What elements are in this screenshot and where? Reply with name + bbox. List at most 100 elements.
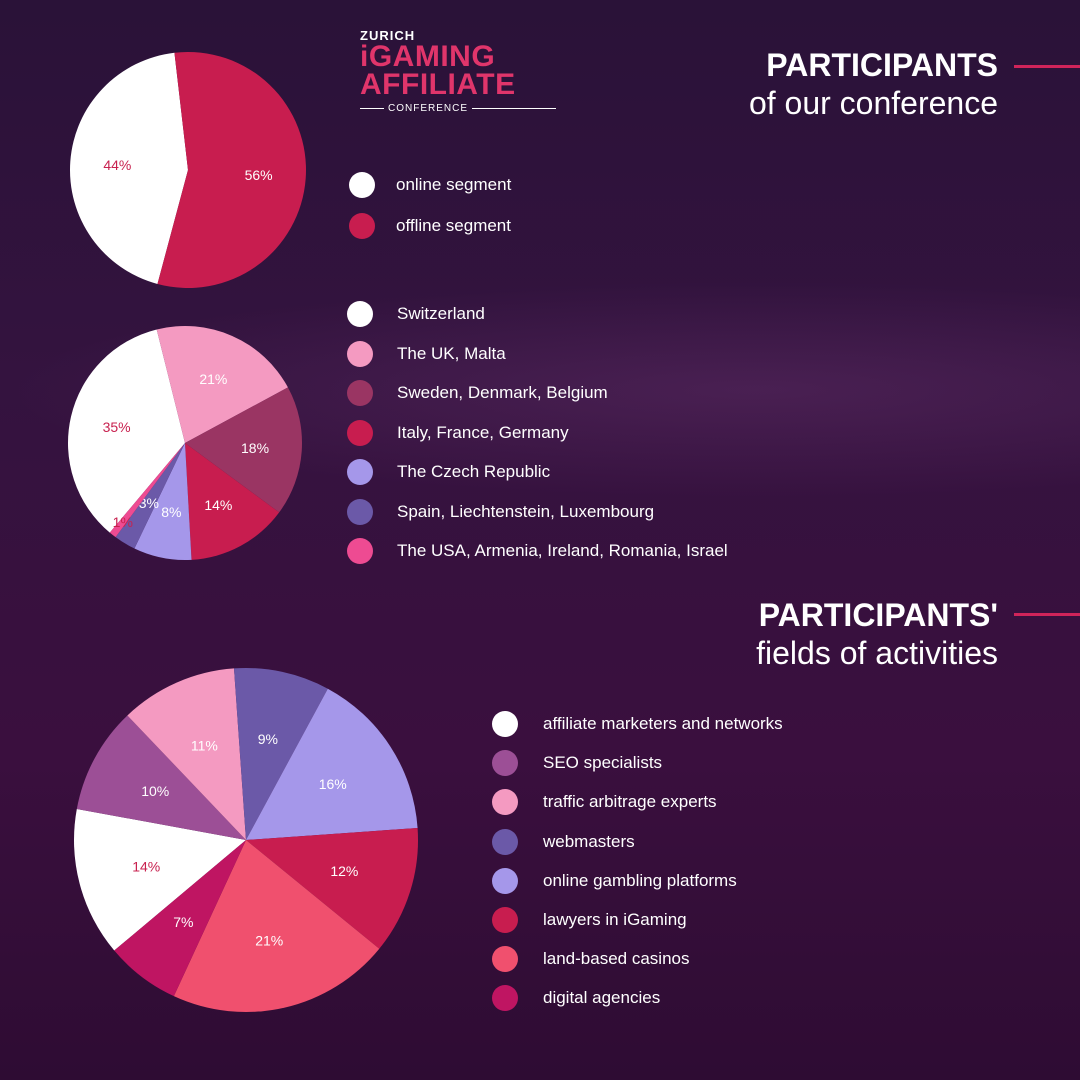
legend-item-seo-specialists: SEO specialists — [492, 750, 663, 777]
pie-slice-italy-france-germany — [185, 443, 280, 560]
legend-item-sweden-denmark-belgium: Sweden, Denmark, Belgium — [347, 380, 608, 406]
legend-swatch — [492, 789, 518, 816]
pie-label-online-segment: 44% — [103, 157, 131, 173]
pie-chart-segment: 44% 56% — [70, 52, 306, 288]
pie-slice-traffic-arbitrage-experts — [127, 668, 246, 840]
pie-slice-sweden-denmark-belgium — [185, 387, 302, 513]
legend-item-italy-france-germany: Italy, France, Germany — [347, 419, 569, 446]
pie-slice-spain-liechtenstein-luxembourg — [115, 443, 185, 549]
pie-label-webmasters: 9% — [258, 731, 278, 747]
logo-rule-right — [472, 108, 557, 109]
legend-label: online segment — [396, 175, 512, 194]
pie-slice-the-uk-malta — [156, 326, 288, 443]
legend-item-traffic-arbitrage-experts: traffic arbitrage experts — [492, 789, 717, 816]
pie-label-lawyers-in-igaming: 12% — [330, 863, 358, 879]
pie-label-spain-liechtenstein-luxembourg: 3% — [139, 495, 159, 511]
legend-item-the-uk-malta: The UK, Malta — [347, 340, 506, 367]
pie-label-land-based-casinos: 21% — [255, 933, 283, 949]
pie-slice-switzerland — [68, 329, 185, 533]
legend-label: land-based casinos — [543, 949, 690, 969]
pie-slice-land-based-casinos — [173, 840, 380, 1012]
pie-label-affiliate-marketers-and-networks: 14% — [132, 858, 160, 874]
pie-label-offline-segment: 56% — [245, 167, 273, 183]
legend-item-switzerland: Switzerland — [347, 301, 485, 327]
legend-item-webmasters: webmasters — [492, 828, 635, 855]
legend-label: traffic arbitrage experts — [543, 792, 717, 812]
legend-item-the-czech-republic: The Czech Republic — [347, 459, 550, 485]
heading-subtitle: fields of activities — [756, 635, 998, 671]
pie-slice-online-segment — [70, 52, 188, 284]
heading-subtitle: of our conference — [748, 85, 998, 121]
legend-swatch — [347, 498, 373, 525]
pie-slice-webmasters — [234, 668, 328, 840]
accent-line-1 — [1014, 65, 1080, 68]
legend-swatch — [492, 867, 518, 894]
heading-title: PARTICIPANTS — [766, 47, 998, 83]
legend-swatch — [492, 985, 518, 1012]
legend-swatch — [347, 340, 373, 367]
section-heading-activities: PARTICIPANTS' fields of activities — [756, 596, 998, 672]
legend-label: SEO specialists — [543, 753, 663, 773]
pie-slice-online-gambling-platforms — [246, 688, 418, 840]
pie-chart-activities: 14% 10% 11% 9% 16% 12% 21% 7% — [73, 668, 418, 1012]
legend-label: online gambling platforms — [543, 870, 737, 890]
legend-swatch — [492, 828, 518, 855]
legend-swatch — [492, 907, 518, 933]
legend-swatch — [347, 419, 373, 446]
legend-label: offline segment — [396, 216, 511, 235]
legend-item-lawyers-in-igaming: lawyers in iGaming — [492, 907, 687, 933]
pie-slice-the-usa-armenia-ireland-romania-israel — [109, 443, 185, 538]
pie-label-switzerland: 35% — [103, 419, 131, 435]
pie-label-seo-specialists: 10% — [141, 783, 169, 799]
pie-chart-countries: 35% 21% 18% 14% 8%3% 1% — [68, 326, 302, 560]
legend-label: Italy, France, Germany — [397, 422, 569, 442]
pie-label-italy-france-germany: 14% — [204, 497, 232, 513]
legend-label: webmasters — [543, 831, 635, 851]
pie-slice-seo-specialists — [76, 715, 246, 840]
logo-tagline: CONFERENCE — [388, 103, 469, 114]
pie-label-online-gambling-platforms: 16% — [319, 776, 347, 792]
logo-line-affiliate: AFFILIATE — [360, 68, 516, 101]
legend-item-online-segment: online segment — [349, 172, 511, 198]
legend-swatch — [349, 213, 375, 239]
legend-item-spain-liechtenstein-luxembourg: Spain, Liechtenstein, Luxembourg — [347, 498, 655, 525]
legend-item-offline-segment: offline segment — [349, 213, 511, 239]
legend-swatch — [492, 711, 518, 737]
pie-slice-the-czech-republic — [134, 443, 192, 560]
pie-slice-affiliate-marketers-and-networks — [73, 808, 246, 951]
legend-item-digital-agencies: digital agencies — [492, 985, 661, 1012]
legend-swatch — [347, 459, 373, 485]
pie-label-the-czech-republic: 8% — [161, 504, 181, 520]
pie-label-the-usa-armenia-ireland-romania-israel: 1% — [113, 514, 133, 530]
legend-label: The USA, Armenia, Ireland, Romania, Isra… — [397, 541, 728, 560]
pie-label-the-uk-malta: 21% — [199, 371, 227, 387]
pie-label-traffic-arbitrage-experts: 11% — [191, 738, 218, 754]
pie-slice-digital-agencies — [114, 840, 246, 997]
pie-label-digital-agencies: 7% — [173, 914, 193, 930]
legend-label: Spain, Liechtenstein, Luxembourg — [397, 501, 655, 521]
pie-slice-lawyers-in-igaming — [246, 828, 418, 949]
legend-label: lawyers in iGaming — [543, 910, 687, 929]
section-heading-participants: PARTICIPANTS of our conference — [749, 46, 998, 122]
legend-swatch — [347, 538, 373, 564]
legend-item-the-usa-armenia-ireland-romania-israel: The USA, Armenia, Ireland, Romania, Isra… — [347, 538, 728, 564]
legend-label: affiliate marketers and networks — [543, 714, 783, 733]
pie-label-sweden-denmark-belgium: 18% — [241, 440, 269, 456]
legend-item-land-based-casinos: land-based casinos — [492, 946, 690, 973]
legend-label: digital agencies — [543, 988, 661, 1008]
logo-line-igaming: iGAMING — [360, 40, 496, 73]
legend-label: Sweden, Denmark, Belgium — [397, 383, 608, 402]
conference-logo: ZURICH iGAMING AFFILIATE CONFERENCE — [360, 28, 560, 114]
pie-slice-offline-segment — [157, 52, 306, 288]
legend-item-online-gambling-platforms: online gambling platforms — [492, 867, 737, 894]
legend-label: Switzerland — [397, 304, 485, 323]
heading-title: PARTICIPANTS' — [758, 597, 998, 633]
legend-swatch — [347, 380, 373, 406]
accent-line-2 — [1014, 613, 1080, 616]
logo-rule-left — [360, 108, 384, 109]
legend-swatch — [492, 750, 518, 777]
legend-item-affiliate-marketers-and-networks: affiliate marketers and networks — [492, 711, 783, 737]
legend-label: The Czech Republic — [397, 462, 551, 481]
logo-tagline-row: CONFERENCE — [360, 103, 560, 114]
legend-label: The UK, Malta — [397, 343, 506, 363]
